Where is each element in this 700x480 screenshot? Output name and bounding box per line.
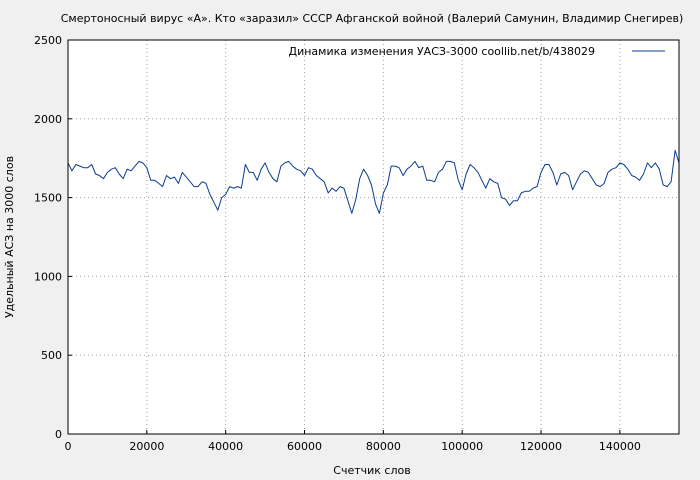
tick-layer: 0 20000 40000 60000 80000 100000 120000 140000 0… [34,34,641,453]
plot-frame [67,39,680,435]
x-tick-label: 100000 [441,440,483,453]
legend-label: Динамика изменения УАСЗ-3000 coollib.net… [289,45,596,58]
x-tick-label: 120000 [520,440,562,453]
y-tick-label: 2500 [34,34,62,47]
y-tick-label: 500 [41,349,62,362]
x-tick-label: 20000 [129,440,164,453]
x-tick-label: 60000 [287,440,322,453]
y-tick-label: 0 [55,428,62,441]
chart-title: Смертоносный вирус «А». Кто «заразил» СС… [61,12,684,25]
plot-area [68,40,679,434]
x-axis-title: Счетчик слов [333,464,410,477]
grid-lines [68,40,679,434]
x-tick-label: 80000 [366,440,401,453]
legend: Динамика изменения УАСЗ-3000 coollib.net… [289,45,665,58]
x-tick-label: 0 [65,440,72,453]
y-tick-label: 2000 [34,113,62,126]
series-layer [67,149,680,214]
y-axis-title: Удельный АСЗ на 3000 слов [3,156,16,318]
x-tick-label: 140000 [599,440,641,453]
series-line [67,149,680,214]
x-tick-label: 40000 [208,440,243,453]
y-tick-label: 1000 [34,270,62,283]
y-tick-label: 1500 [34,192,62,205]
